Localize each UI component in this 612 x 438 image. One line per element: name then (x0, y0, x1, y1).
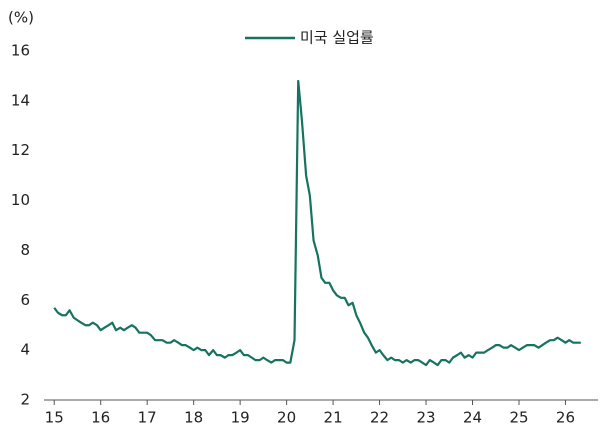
x-tick-label: 19 (231, 409, 250, 427)
x-tick-label: 22 (370, 409, 389, 427)
y-tick-label: 2 (20, 391, 30, 409)
y-tick-label: 12 (11, 141, 30, 159)
y-tick-label: 4 (20, 341, 30, 359)
y-tick-label: 14 (11, 91, 30, 109)
y-tick-label: 8 (20, 241, 30, 259)
y-tick-label: 10 (11, 191, 30, 209)
y-tick-label: 16 (11, 42, 30, 60)
x-tick-label: 21 (324, 409, 343, 427)
x-tick-label: 20 (277, 409, 296, 427)
y-axis-label: (%) (8, 9, 34, 27)
x-tick-label: 25 (509, 409, 528, 427)
x-tick-label: 17 (138, 409, 157, 427)
line (53, 79, 581, 367)
x-tick-label: 16 (91, 409, 110, 427)
y-tick-label: 6 (20, 291, 30, 309)
legend-label: 미국 실업률 (300, 29, 374, 47)
x-tick-label: 24 (463, 409, 482, 427)
x-tick-label: 26 (556, 409, 575, 427)
x-tick-label: 23 (416, 409, 435, 427)
x-tick-label: 15 (45, 409, 64, 427)
x-tick-label: 18 (184, 409, 203, 427)
